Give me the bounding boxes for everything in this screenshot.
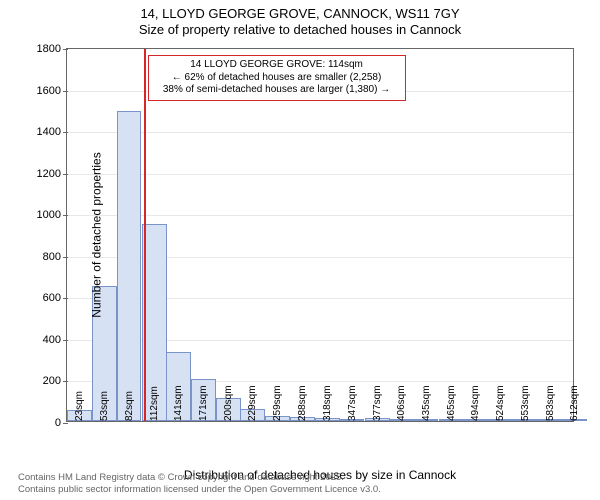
x-tick-label: 553sqm — [516, 385, 531, 421]
x-tick-label: 318sqm — [318, 385, 333, 421]
footer-line-2: Contains public sector information licen… — [18, 484, 381, 496]
y-tick-label: 0 — [55, 417, 67, 429]
x-tick-label: 612sqm — [565, 385, 580, 421]
title-line-2: Size of property relative to detached ho… — [0, 22, 600, 38]
x-tick-label: 259sqm — [268, 385, 283, 421]
x-tick-label: 53sqm — [95, 391, 110, 421]
y-tick-label: 1200 — [37, 168, 67, 180]
x-tick-label: 23sqm — [70, 391, 85, 421]
y-tick-label: 1600 — [37, 85, 67, 97]
y-axis-label: Number of detached properties — [90, 152, 104, 317]
y-tick-label: 600 — [43, 292, 67, 304]
y-tick-label: 1400 — [37, 126, 67, 138]
property-marker-line — [144, 49, 146, 421]
annotation-line-1: 14 LLOYD GEORGE GROVE: 114sqm — [155, 59, 399, 72]
footer-attribution: Contains HM Land Registry data © Crown c… — [18, 472, 381, 496]
x-tick-label: 435sqm — [417, 385, 432, 421]
x-tick-label: 377sqm — [368, 385, 383, 421]
annotation-line-2: ← 62% of detached houses are smaller (2,… — [155, 72, 399, 85]
x-tick-label: 229sqm — [243, 385, 258, 421]
x-tick-label: 465sqm — [442, 385, 457, 421]
x-tick-label: 288sqm — [293, 385, 308, 421]
chart-area: 02004006008001000120014001600180023sqm53… — [66, 48, 574, 422]
y-tick-label: 800 — [43, 251, 67, 263]
x-tick-label: 171sqm — [194, 385, 209, 421]
y-tick-label: 200 — [43, 375, 67, 387]
y-tick-label: 1800 — [37, 43, 67, 55]
annotation-line-3: 38% of semi-detached houses are larger (… — [155, 84, 399, 97]
x-tick-label: 406sqm — [392, 385, 407, 421]
x-tick-label: 524sqm — [491, 385, 506, 421]
y-tick-label: 400 — [43, 334, 67, 346]
x-tick-label: 583sqm — [541, 385, 556, 421]
x-tick-label: 112sqm — [145, 386, 160, 421]
x-tick-label: 494sqm — [466, 385, 481, 421]
x-tick-label: 82sqm — [120, 391, 135, 421]
x-tick-label: 347sqm — [343, 385, 358, 421]
annotation-box: 14 LLOYD GEORGE GROVE: 114sqm← 62% of de… — [148, 55, 406, 101]
chart-title-block: 14, LLOYD GEORGE GROVE, CANNOCK, WS11 7G… — [0, 0, 600, 39]
x-tick-label: 200sqm — [219, 385, 234, 421]
plot-region: 02004006008001000120014001600180023sqm53… — [66, 48, 574, 422]
y-tick-label: 1000 — [37, 209, 67, 221]
footer-line-1: Contains HM Land Registry data © Crown c… — [18, 472, 381, 484]
title-line-1: 14, LLOYD GEORGE GROVE, CANNOCK, WS11 7G… — [0, 6, 600, 22]
x-tick-label: 141sqm — [169, 385, 184, 421]
bar — [117, 111, 142, 421]
